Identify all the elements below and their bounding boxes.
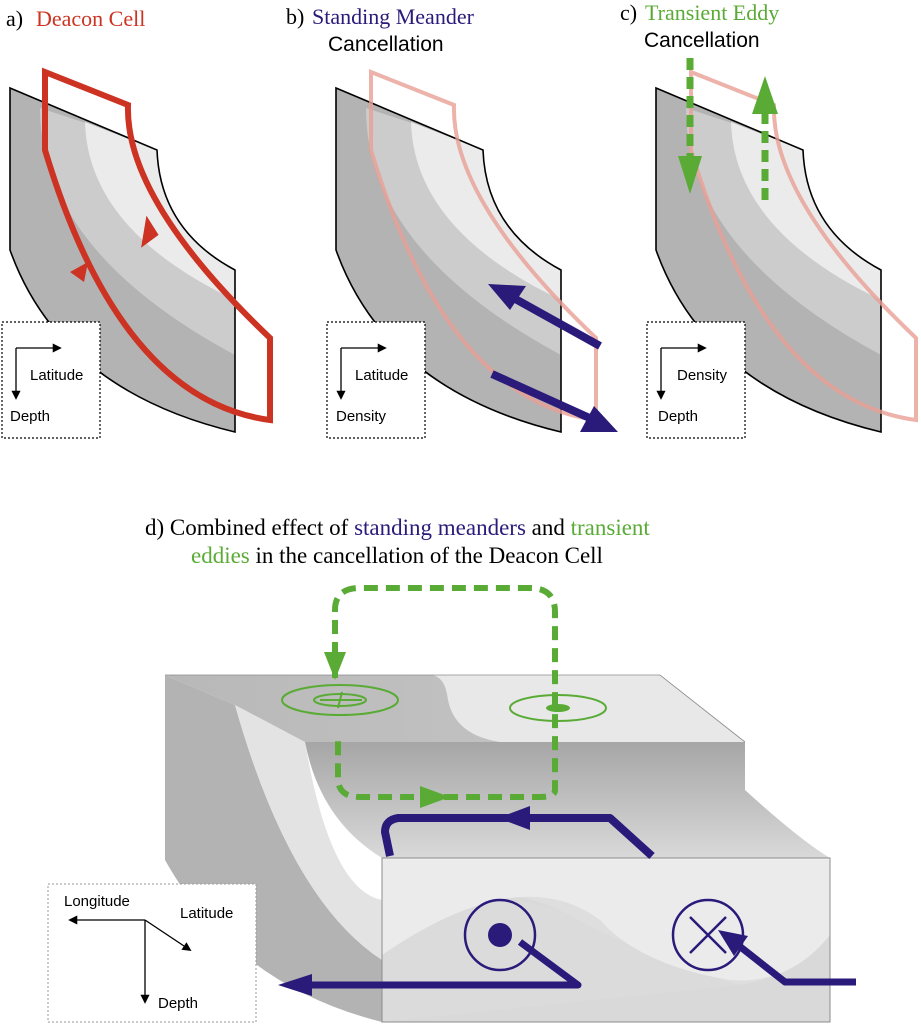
panel-a-axis-box: Latitude Depth: [1, 321, 101, 439]
panel-d-caption-line-2: eddies in the cancellation of the Deacon…: [191, 543, 603, 568]
meander-flow: [278, 806, 856, 996]
eddy-down-arrowhead: [678, 156, 702, 194]
eddy-cyclone: [281, 684, 399, 716]
deacon-up-arrowhead: [70, 262, 88, 282]
meander-lower-arrowhead: [580, 406, 618, 432]
meander-upper-arrow: [508, 292, 602, 350]
meander-right-arrowhead: [718, 930, 748, 956]
panel-b-letter: b): [286, 4, 304, 29]
deacon-down-arrowhead: [141, 215, 159, 248]
eddy-up-arrowhead: [752, 76, 778, 114]
panel-d-caption-line-1: d) Combined effect of standing meanders …: [145, 515, 650, 540]
panel-a-title: Deacon Cell: [36, 6, 145, 31]
panel-c-axis-vertical: Depth: [658, 408, 698, 425]
axis-arrow-diagonal: [144, 919, 192, 952]
panel-c-axis-box: Density Depth: [646, 321, 746, 439]
out-of-page-symbol: [463, 898, 537, 972]
meander-upper-arrowhead: [488, 284, 526, 310]
panel-c-title: Transient Eddy: [645, 0, 779, 25]
panel-a-axis-vertical: Depth: [10, 408, 50, 425]
panel-a-letter: a): [6, 6, 23, 31]
panel-d-prefix: d) Combined effect of: [145, 515, 354, 540]
panel-d-axis-y: Latitude: [180, 905, 233, 922]
panel-a: a) Deacon Cell Latitude Depth: [1, 6, 273, 439]
panel-b-subtitle: Cancellation: [328, 33, 444, 56]
panel-d: d) Combined effect of standing meanders …: [47, 515, 856, 1023]
meander-top-arrowhead: [498, 806, 530, 830]
meander-lower-arrow: [490, 370, 596, 424]
eddy-overturning-loop: [324, 585, 558, 808]
standing-meander-arrows: [488, 284, 618, 432]
meander-bottom-arrowhead: [278, 974, 312, 996]
deacon-cell-loop: [42, 67, 273, 424]
panel-d-eddies: eddies: [191, 543, 250, 568]
panel-b-axis-box: Latitude Density: [326, 321, 426, 439]
panel-b-axis-horizontal: Latitude: [355, 367, 408, 384]
faded-deacon-loop: [689, 69, 918, 423]
panel-d-standing: standing meanders: [354, 515, 526, 540]
panel-c-subtitle: Cancellation: [644, 29, 760, 52]
panel-c: c) Transient Eddy Cancellation Density D…: [620, 0, 918, 439]
panel-d-suffix: in the cancellation of the Deacon Cell: [250, 543, 603, 568]
panel-d-and: and: [526, 515, 571, 540]
panel-d-axis-box: Longitude Latitude Depth: [47, 883, 257, 1023]
transient-eddy-arrows: [678, 58, 778, 200]
panel-c-axis-horizontal: Density: [677, 367, 728, 384]
panel-b: b) Standing Meander Cancellation Latitud…: [286, 4, 618, 439]
panel-d-axis-z: Depth: [158, 995, 198, 1012]
panel-c-letter: c): [620, 0, 637, 25]
panel-a-axis-horizontal: Latitude: [30, 367, 83, 384]
eddy-loop-down-arrowhead: [324, 652, 346, 680]
panel-b-axis-vertical: Density: [336, 408, 387, 425]
panel-d-transient: transient: [571, 515, 651, 540]
eddy-loop-right-arrowhead: [420, 786, 450, 808]
panel-d-axis-x: Longitude: [64, 893, 130, 910]
panel-b-title: Standing Meander: [312, 4, 475, 29]
